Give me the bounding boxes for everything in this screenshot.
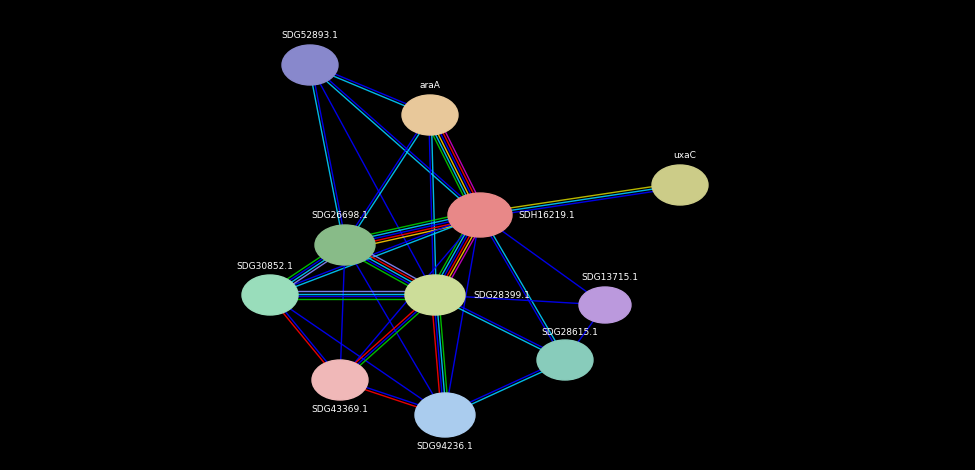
Ellipse shape xyxy=(312,360,368,400)
Text: SDG30852.1: SDG30852.1 xyxy=(237,262,293,271)
Ellipse shape xyxy=(652,165,708,205)
Text: SDG94236.1: SDG94236.1 xyxy=(416,442,474,451)
Text: SDG28615.1: SDG28615.1 xyxy=(541,328,599,337)
Ellipse shape xyxy=(415,393,475,437)
Text: araA: araA xyxy=(419,81,441,90)
Text: SDG52893.1: SDG52893.1 xyxy=(282,31,338,40)
Ellipse shape xyxy=(402,95,458,135)
Ellipse shape xyxy=(315,225,375,265)
Ellipse shape xyxy=(579,287,631,323)
Text: SDG43369.1: SDG43369.1 xyxy=(312,405,369,414)
Ellipse shape xyxy=(282,45,338,85)
Text: uxaC: uxaC xyxy=(674,151,696,160)
Ellipse shape xyxy=(537,340,593,380)
Ellipse shape xyxy=(405,275,465,315)
Text: SDG26698.1: SDG26698.1 xyxy=(312,211,369,220)
Ellipse shape xyxy=(448,193,512,237)
Text: SDG28399.1: SDG28399.1 xyxy=(473,290,529,299)
Ellipse shape xyxy=(242,275,298,315)
Text: SDH16219.1: SDH16219.1 xyxy=(518,211,574,219)
Text: SDG13715.1: SDG13715.1 xyxy=(581,273,639,282)
